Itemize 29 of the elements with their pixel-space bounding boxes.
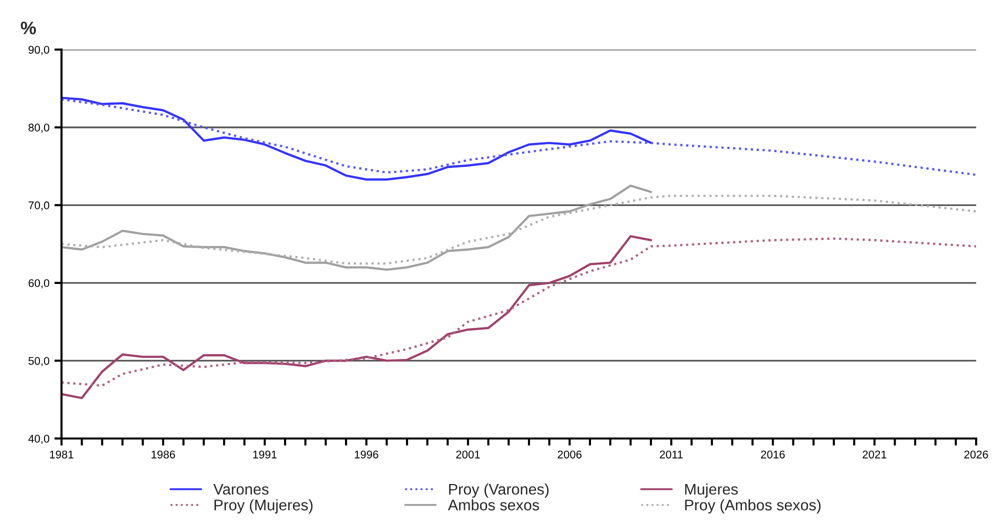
y-tick-label: 80,0 [28,124,50,133]
line-series [62,194,976,265]
x-tick-label: 1986 [152,450,175,458]
x-tick-label: 2021 [862,450,886,458]
legend-label: Proy (Ambos sexos) [685,499,821,514]
legend-label: Proy (Mujeres) [214,499,313,514]
x-tick-label: 2001 [456,450,480,458]
x-tick-label: 2006 [558,450,582,458]
line-series [62,98,976,176]
y-axis-title: % [20,22,36,34]
y-tick-label: 40,0 [28,434,50,444]
x-tick-label: 1981 [50,450,74,458]
x-tick-label: 1991 [253,450,277,458]
x-tick-label: 2026 [964,450,988,458]
line-series [62,235,652,400]
line-series [62,184,652,271]
legend-label: Mujeres [685,483,738,498]
line-series [62,96,652,181]
legend-label: Proy (Varones) [449,483,549,498]
line-series [62,237,976,387]
legend-label: Varones [213,484,269,495]
y-tick-label: 50,0 [28,356,50,366]
x-tick-label: 2016 [761,450,785,458]
y-tick-label: 90,0 [28,46,50,56]
x-tick-label: 2011 [660,450,683,458]
legend-label: Ambos sexos [448,499,540,510]
x-tick-label: 1996 [354,450,378,458]
y-tick-label: 70,0 [28,201,50,211]
y-tick-label: 60,0 [28,279,50,288]
